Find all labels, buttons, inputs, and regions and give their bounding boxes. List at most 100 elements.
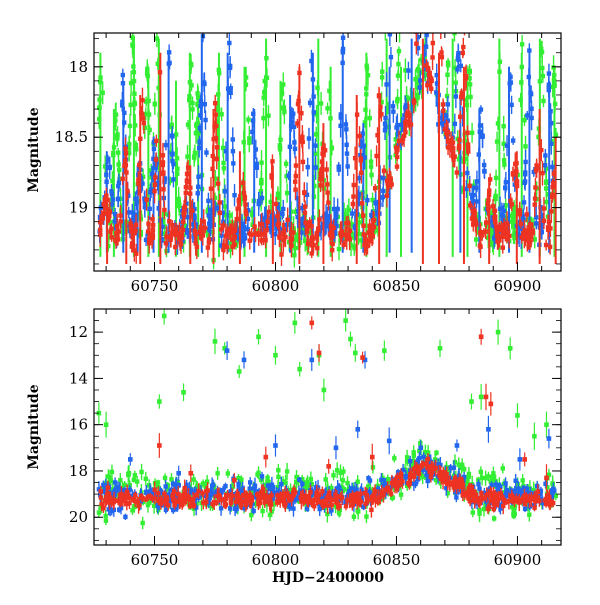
data-point	[282, 233, 286, 237]
data-point	[116, 150, 120, 154]
data-point	[204, 150, 208, 154]
data-point	[523, 144, 527, 148]
data-point	[427, 73, 431, 77]
data-point	[274, 202, 278, 206]
data-point	[203, 226, 207, 230]
data-point	[395, 99, 399, 103]
data-point	[543, 153, 547, 157]
outlier-point	[418, 446, 423, 451]
data-point	[210, 483, 214, 487]
outlier-point	[508, 346, 513, 351]
data-point	[341, 478, 345, 482]
data-point	[503, 481, 507, 485]
data-point	[398, 15, 402, 19]
data-point	[133, 473, 137, 477]
data-point	[367, 224, 371, 228]
data-point	[164, 235, 168, 239]
data-point	[215, 206, 219, 210]
data-point	[394, 150, 398, 154]
data-point	[339, 234, 343, 238]
data-point	[123, 515, 127, 519]
data-point	[474, 220, 478, 224]
data-point	[163, 484, 167, 488]
y-tick-label: 19	[69, 199, 88, 217]
data-point	[281, 207, 285, 211]
data-point	[141, 116, 145, 120]
data-point	[216, 181, 220, 185]
data-point	[221, 223, 225, 227]
data-point	[429, 87, 433, 91]
data-point	[325, 190, 329, 194]
data-point	[268, 513, 272, 517]
data-point	[302, 191, 306, 195]
data-point	[357, 134, 361, 138]
data-point	[284, 162, 288, 166]
data-point	[218, 211, 222, 215]
data-point	[477, 508, 481, 512]
data-point	[228, 506, 232, 510]
data-point	[306, 165, 310, 169]
data-point	[285, 218, 289, 222]
data-point	[161, 170, 165, 174]
data-point	[501, 466, 505, 470]
data-point	[528, 222, 532, 226]
data-point	[462, 467, 466, 471]
data-point	[260, 474, 264, 478]
data-point	[373, 186, 377, 190]
data-point	[309, 224, 313, 228]
data-point	[493, 197, 497, 201]
data-point	[446, 130, 450, 134]
x-tick-label: 60800	[252, 277, 300, 295]
data-point	[433, 0, 437, 4]
data-point	[291, 230, 295, 234]
data-point	[148, 207, 152, 211]
data-point	[144, 197, 148, 201]
data-point	[279, 252, 283, 256]
data-point	[359, 171, 363, 175]
data-point	[454, 80, 458, 84]
data-point	[408, 459, 412, 463]
data-point	[154, 139, 158, 143]
data-point	[550, 195, 554, 199]
data-point	[547, 71, 551, 75]
outlier-point	[348, 337, 353, 342]
data-point	[520, 42, 524, 46]
x-tick-label: 60750	[131, 277, 179, 295]
data-point	[193, 229, 197, 233]
data-point	[169, 233, 173, 237]
p1-plot-area	[97, 307, 558, 529]
data-point	[293, 147, 297, 151]
data-point	[391, 104, 395, 108]
data-point	[228, 91, 232, 95]
data-point	[291, 506, 295, 510]
outlier-point	[322, 388, 327, 393]
data-point	[131, 217, 135, 221]
data-point	[461, 45, 465, 49]
outlier-point	[237, 369, 242, 374]
data-point	[550, 165, 554, 169]
data-point	[246, 117, 250, 121]
data-point	[179, 242, 183, 246]
data-point	[497, 238, 501, 242]
data-point	[408, 0, 412, 2]
data-point	[414, 41, 418, 45]
top-panel-marks	[97, 0, 558, 269]
data-point	[344, 122, 348, 126]
data-point	[527, 48, 531, 52]
outlier-point	[334, 446, 339, 451]
data-point	[331, 226, 335, 230]
data-point	[478, 243, 482, 247]
data-point	[260, 509, 264, 513]
outlier-point	[273, 353, 278, 358]
data-point	[438, 4, 442, 8]
data-point	[223, 204, 227, 208]
data-point	[243, 236, 247, 240]
data-point	[432, 5, 436, 9]
data-point	[260, 238, 264, 242]
outlier-point	[273, 443, 278, 448]
data-point	[201, 481, 205, 485]
outlier-point	[544, 422, 549, 427]
data-point	[346, 221, 350, 225]
data-point	[452, 23, 456, 27]
